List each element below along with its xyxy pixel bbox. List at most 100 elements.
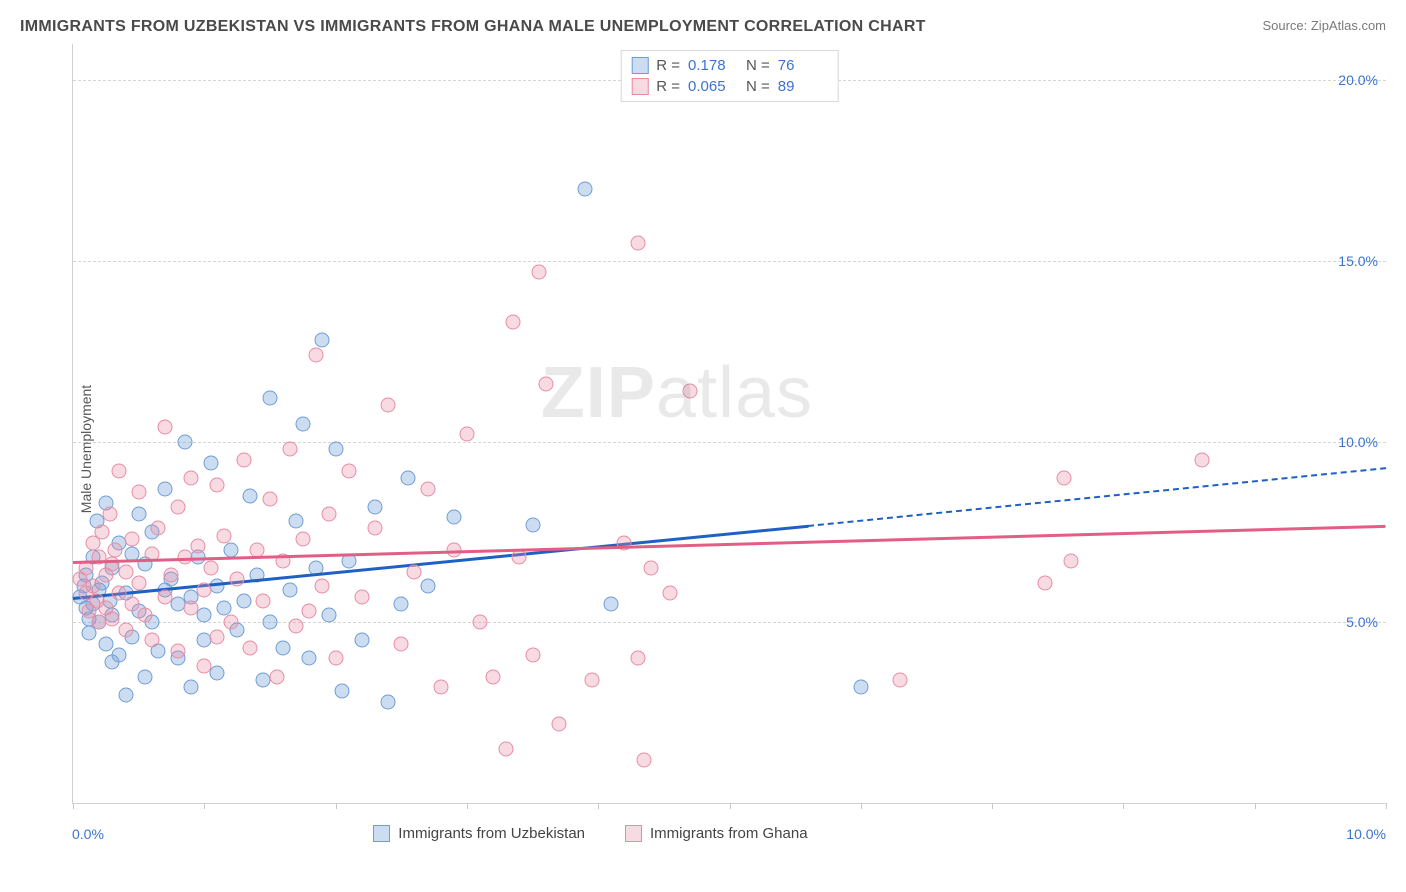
swatch-ghana [631,78,648,95]
scatter-point [197,582,212,597]
n-value-uzbekistan: 76 [778,57,828,74]
scatter-point [341,463,356,478]
y-tick-label: 5.0% [1346,614,1378,630]
scatter-point [512,550,527,565]
chart-title: IMMIGRANTS FROM UZBEKISTAN VS IMMIGRANTS… [20,18,926,36]
scatter-point [125,597,140,612]
scatter-point [243,640,258,655]
scatter-point [499,741,514,756]
swatch-ghana [625,825,642,842]
scatter-point [407,564,422,579]
legend-item-ghana: Immigrants from Ghana [625,825,808,842]
swatch-uzbekistan [631,57,648,74]
scatter-point [322,506,337,521]
scatter-point [118,564,133,579]
scatter-point [111,647,126,662]
scatter-point [210,665,225,680]
scatter-point [111,463,126,478]
scatter-point [630,651,645,666]
scatter-point [131,506,146,521]
legend-row-ghana: R = 0.065 N = 89 [631,76,828,97]
scatter-point [315,579,330,594]
scatter-point [532,264,547,279]
scatter-point [197,658,212,673]
y-tick-label: 15.0% [1338,253,1378,269]
scatter-point [400,470,415,485]
scatter-point [853,680,868,695]
scatter-point [893,673,908,688]
scatter-point [473,615,488,630]
scatter-point [262,391,277,406]
scatter-point [302,604,317,619]
x-tick [1123,803,1124,809]
scatter-point [118,622,133,637]
legend-item-uzbekistan: Immigrants from Uzbekistan [373,825,585,842]
scatter-point [289,514,304,529]
scatter-point [223,543,238,558]
scatter-point [125,532,140,547]
scatter-point [164,568,179,583]
scatter-point [578,181,593,196]
scatter-point [262,615,277,630]
scatter-point [1063,553,1078,568]
x-tick [992,803,993,809]
n-value-ghana: 89 [778,78,828,95]
scatter-point [94,524,109,539]
scatter-point [525,517,540,532]
legend-label-ghana: Immigrants from Ghana [650,825,808,842]
watermark-bold: ZIP [541,353,656,433]
scatter-point [184,600,199,615]
legend-label-uzbekistan: Immigrants from Uzbekistan [398,825,585,842]
scatter-point [394,636,409,651]
x-tick [1386,803,1387,809]
scatter-point [315,333,330,348]
scatter-point [322,608,337,623]
scatter-point [118,687,133,702]
scatter-point [459,427,474,442]
chart-area: Male Unemployment ZIPatlas R = 0.178 N =… [20,44,1386,854]
scatter-point [394,597,409,612]
scatter-point [367,499,382,514]
scatter-point [131,485,146,500]
scatter-point [171,644,186,659]
scatter-point [604,597,619,612]
scatter-point [637,752,652,767]
scatter-point [354,633,369,648]
x-tick [730,803,731,809]
scatter-point [223,615,238,630]
scatter-point [177,434,192,449]
x-tick [204,803,205,809]
scatter-point [243,488,258,503]
scatter-point [98,636,113,651]
scatter-point [105,611,120,626]
scatter-point [1195,452,1210,467]
scatter-point [85,579,100,594]
r-label: R = [656,78,680,95]
x-axis-row: 0.0% Immigrants from Uzbekistan Immigran… [72,825,1386,842]
scatter-point [184,680,199,695]
scatter-point [295,532,310,547]
scatter-point [210,579,225,594]
scatter-point [683,383,698,398]
y-tick-label: 10.0% [1338,434,1378,450]
scatter-point [1057,470,1072,485]
scatter-point [111,586,126,601]
scatter-point [302,651,317,666]
header: IMMIGRANTS FROM UZBEKISTAN VS IMMIGRANTS… [20,18,1386,36]
scatter-point [236,593,251,608]
x-tick [1255,803,1256,809]
scatter-point [446,510,461,525]
x-tick [861,803,862,809]
scatter-point [210,477,225,492]
scatter-point [236,452,251,467]
scatter-point [328,441,343,456]
scatter-point [190,539,205,554]
chart-container: IMMIGRANTS FROM UZBEKISTAN VS IMMIGRANTS… [0,0,1406,892]
x-max-label: 10.0% [1346,826,1386,842]
scatter-point [216,528,231,543]
watermark: ZIPatlas [541,352,813,434]
y-tick-label: 20.0% [1338,72,1378,88]
scatter-point [295,416,310,431]
scatter-point [1037,575,1052,590]
r-value-ghana: 0.065 [688,78,738,95]
